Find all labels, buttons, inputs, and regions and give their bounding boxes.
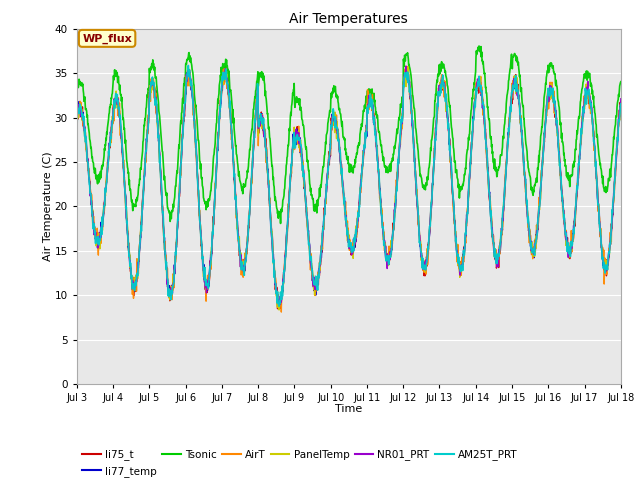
Y-axis label: Air Temperature (C): Air Temperature (C) (43, 152, 53, 261)
Legend: li75_t, li77_temp, Tsonic, AirT, PanelTemp, NR01_PRT, AM25T_PRT: li75_t, li77_temp, Tsonic, AirT, PanelTe… (82, 450, 517, 477)
Title: Air Temperatures: Air Temperatures (289, 12, 408, 26)
X-axis label: Time: Time (335, 405, 362, 414)
Text: WP_flux: WP_flux (82, 33, 132, 44)
